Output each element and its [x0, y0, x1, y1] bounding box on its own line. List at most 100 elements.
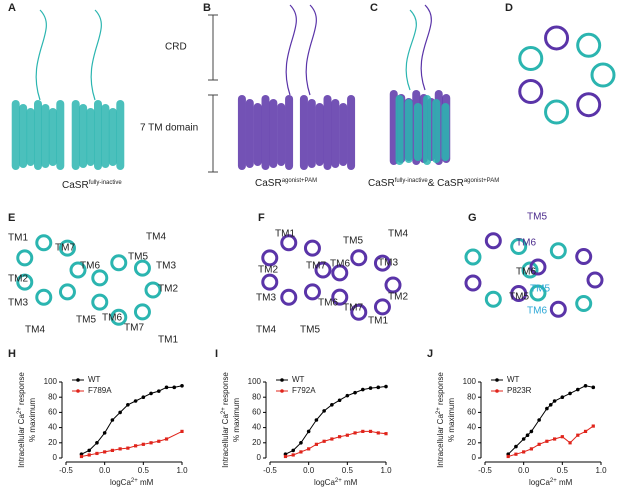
helix — [71, 100, 80, 170]
caption: CaSRfully-inactive — [62, 180, 122, 191]
helix-ring — [133, 259, 151, 277]
y-tick-label: 100 — [248, 377, 262, 386]
helix — [94, 100, 102, 170]
marker — [576, 387, 580, 392]
marker — [103, 450, 107, 454]
y-axis-label: % maximum — [28, 398, 37, 442]
helix — [413, 103, 422, 161]
helix — [299, 95, 308, 170]
marker — [384, 384, 388, 389]
x-tick-label: 0.0 — [518, 466, 530, 475]
y-label-part: response — [221, 372, 230, 408]
helix-ring — [58, 239, 76, 257]
helix-ring — [544, 99, 570, 125]
x-tick-label: 0.0 — [303, 466, 315, 475]
loop — [305, 4, 317, 96]
helix-ring — [373, 254, 391, 272]
helix — [56, 100, 65, 170]
tm-label: TM4 — [146, 232, 166, 243]
helix-ring — [518, 46, 544, 72]
marker — [306, 429, 311, 434]
y-label-part: Intracellular Ca — [17, 414, 26, 468]
legend-marker — [76, 389, 80, 393]
marker — [314, 442, 318, 446]
helix-ring — [35, 234, 53, 252]
y-tick-label: 80 — [252, 392, 261, 401]
x-tick-label: 0.5 — [138, 466, 150, 475]
helix-ring — [576, 32, 602, 58]
marker — [361, 387, 365, 392]
marker — [164, 385, 169, 390]
crd-label: CRD — [165, 42, 187, 53]
tm-label: TM2 — [158, 284, 178, 295]
legend-label: F792A — [292, 386, 316, 395]
helix — [86, 108, 95, 166]
helix — [261, 95, 270, 170]
marker — [307, 447, 311, 451]
caption-sup: agonist+PAM — [282, 178, 317, 184]
helix-ring — [464, 248, 482, 266]
loop — [420, 4, 432, 91]
tm-label: TM6 — [527, 306, 547, 317]
helix-ring — [91, 293, 109, 311]
tm-label: TM7 — [306, 261, 326, 272]
tm-label: TM1 — [368, 316, 388, 327]
marker — [157, 439, 161, 443]
helix — [331, 99, 340, 168]
x-tick-label: 1.0 — [380, 466, 392, 475]
y-axis-label: % maximum — [232, 398, 241, 442]
marker — [568, 391, 572, 396]
marker — [133, 399, 138, 403]
marker — [514, 444, 518, 449]
x-label-part: logCa — [314, 478, 335, 487]
x-tick-label: 0.5 — [342, 466, 354, 475]
helix-ring — [384, 276, 402, 294]
helix-ring — [303, 283, 321, 301]
panel-letter: I — [215, 348, 218, 360]
tm-label: TM3 — [8, 298, 28, 309]
x-label-part: mM — [342, 478, 358, 487]
tm-label: TM5 — [343, 236, 363, 247]
helix — [34, 100, 42, 170]
y-tick-label: 60 — [48, 408, 57, 417]
legend-label: WT — [88, 375, 101, 384]
y-tick-label: 100 — [463, 377, 477, 386]
panel-letter: H — [8, 348, 16, 360]
marker — [102, 431, 107, 435]
marker — [110, 418, 115, 422]
marker — [529, 447, 533, 451]
helix-ring — [464, 274, 482, 292]
marker — [553, 437, 557, 441]
caption-sup: fully-inactive — [89, 180, 123, 186]
helix-ring — [575, 248, 593, 266]
marker — [568, 441, 572, 445]
x-tick-label: 0.0 — [99, 466, 111, 475]
panel-letter: B — [203, 2, 211, 14]
y-label-part: 2+ — [17, 407, 23, 414]
marker — [79, 454, 84, 459]
x-label-part: 2+ — [131, 478, 138, 484]
helix-ring — [590, 62, 616, 88]
loop — [405, 9, 417, 91]
marker — [525, 433, 530, 438]
caption: CaSRagonist+PAM — [255, 178, 317, 189]
marker — [353, 431, 357, 435]
helix-ring — [521, 261, 539, 279]
marker — [345, 393, 350, 398]
marker — [172, 385, 177, 390]
marker — [337, 398, 342, 403]
helix-ring — [350, 303, 368, 321]
y-axis-label: Intracellular Ca2+ response — [221, 372, 231, 468]
tm-label: TM3 — [156, 261, 176, 272]
tm-label: TM2 — [258, 265, 278, 276]
caption-part: CaSR — [255, 178, 282, 189]
helix — [237, 95, 246, 170]
marker — [141, 395, 146, 400]
helix — [101, 104, 110, 168]
helix — [116, 100, 125, 170]
x-label-part: logCa — [529, 478, 550, 487]
legend-marker — [495, 378, 499, 382]
helix — [315, 103, 324, 166]
y-label-part: 2+ — [436, 407, 442, 414]
marker — [149, 391, 153, 396]
